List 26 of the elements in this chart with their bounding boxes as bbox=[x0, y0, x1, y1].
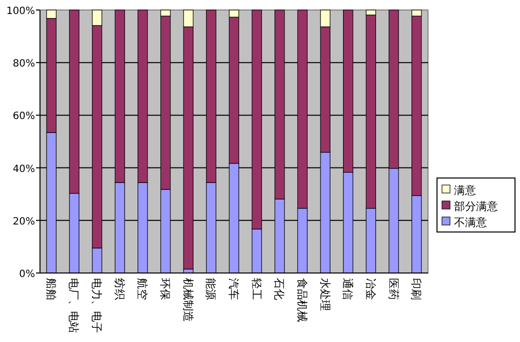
x-tick-label: 印刷 bbox=[410, 278, 423, 300]
x-tick-label: 机械制造 bbox=[181, 278, 194, 322]
x-tick-label: 水处理 bbox=[318, 278, 332, 311]
x-tick-label: 电力、电子 bbox=[90, 278, 104, 333]
x-tick-label: 食品机械 bbox=[295, 278, 308, 322]
legend-label: 满意 bbox=[454, 184, 476, 197]
legend-label: 不满意 bbox=[454, 216, 487, 229]
x-tick-label: 船舶 bbox=[44, 278, 58, 300]
x-tick-label: 石化 bbox=[272, 278, 286, 300]
y-tick-label: 60% bbox=[12, 111, 35, 122]
y-tick-label: 80% bbox=[12, 58, 35, 70]
x-tick-label: 汽车 bbox=[227, 278, 240, 300]
x-tick-label: 轻工 bbox=[250, 278, 263, 300]
y-tick-label: 100% bbox=[6, 6, 35, 17]
x-tick-label: 冶金 bbox=[364, 278, 377, 300]
y-tick-label: 20% bbox=[12, 216, 35, 228]
x-tick-label: 纺织 bbox=[112, 278, 126, 300]
x-tick-label: 能源 bbox=[204, 278, 218, 300]
x-tick-label: 通信 bbox=[341, 278, 354, 300]
x-tick-label: 医药 bbox=[386, 278, 400, 300]
x-tick-label: 环保 bbox=[158, 278, 172, 300]
x-tick-label: 航空 bbox=[136, 278, 149, 300]
x-tick-label: 电厂、电站 bbox=[67, 278, 80, 333]
y-tick-label: 0% bbox=[19, 269, 35, 280]
legend-label: 部分满意 bbox=[454, 200, 498, 213]
y-tick-label: 40% bbox=[12, 164, 35, 175]
